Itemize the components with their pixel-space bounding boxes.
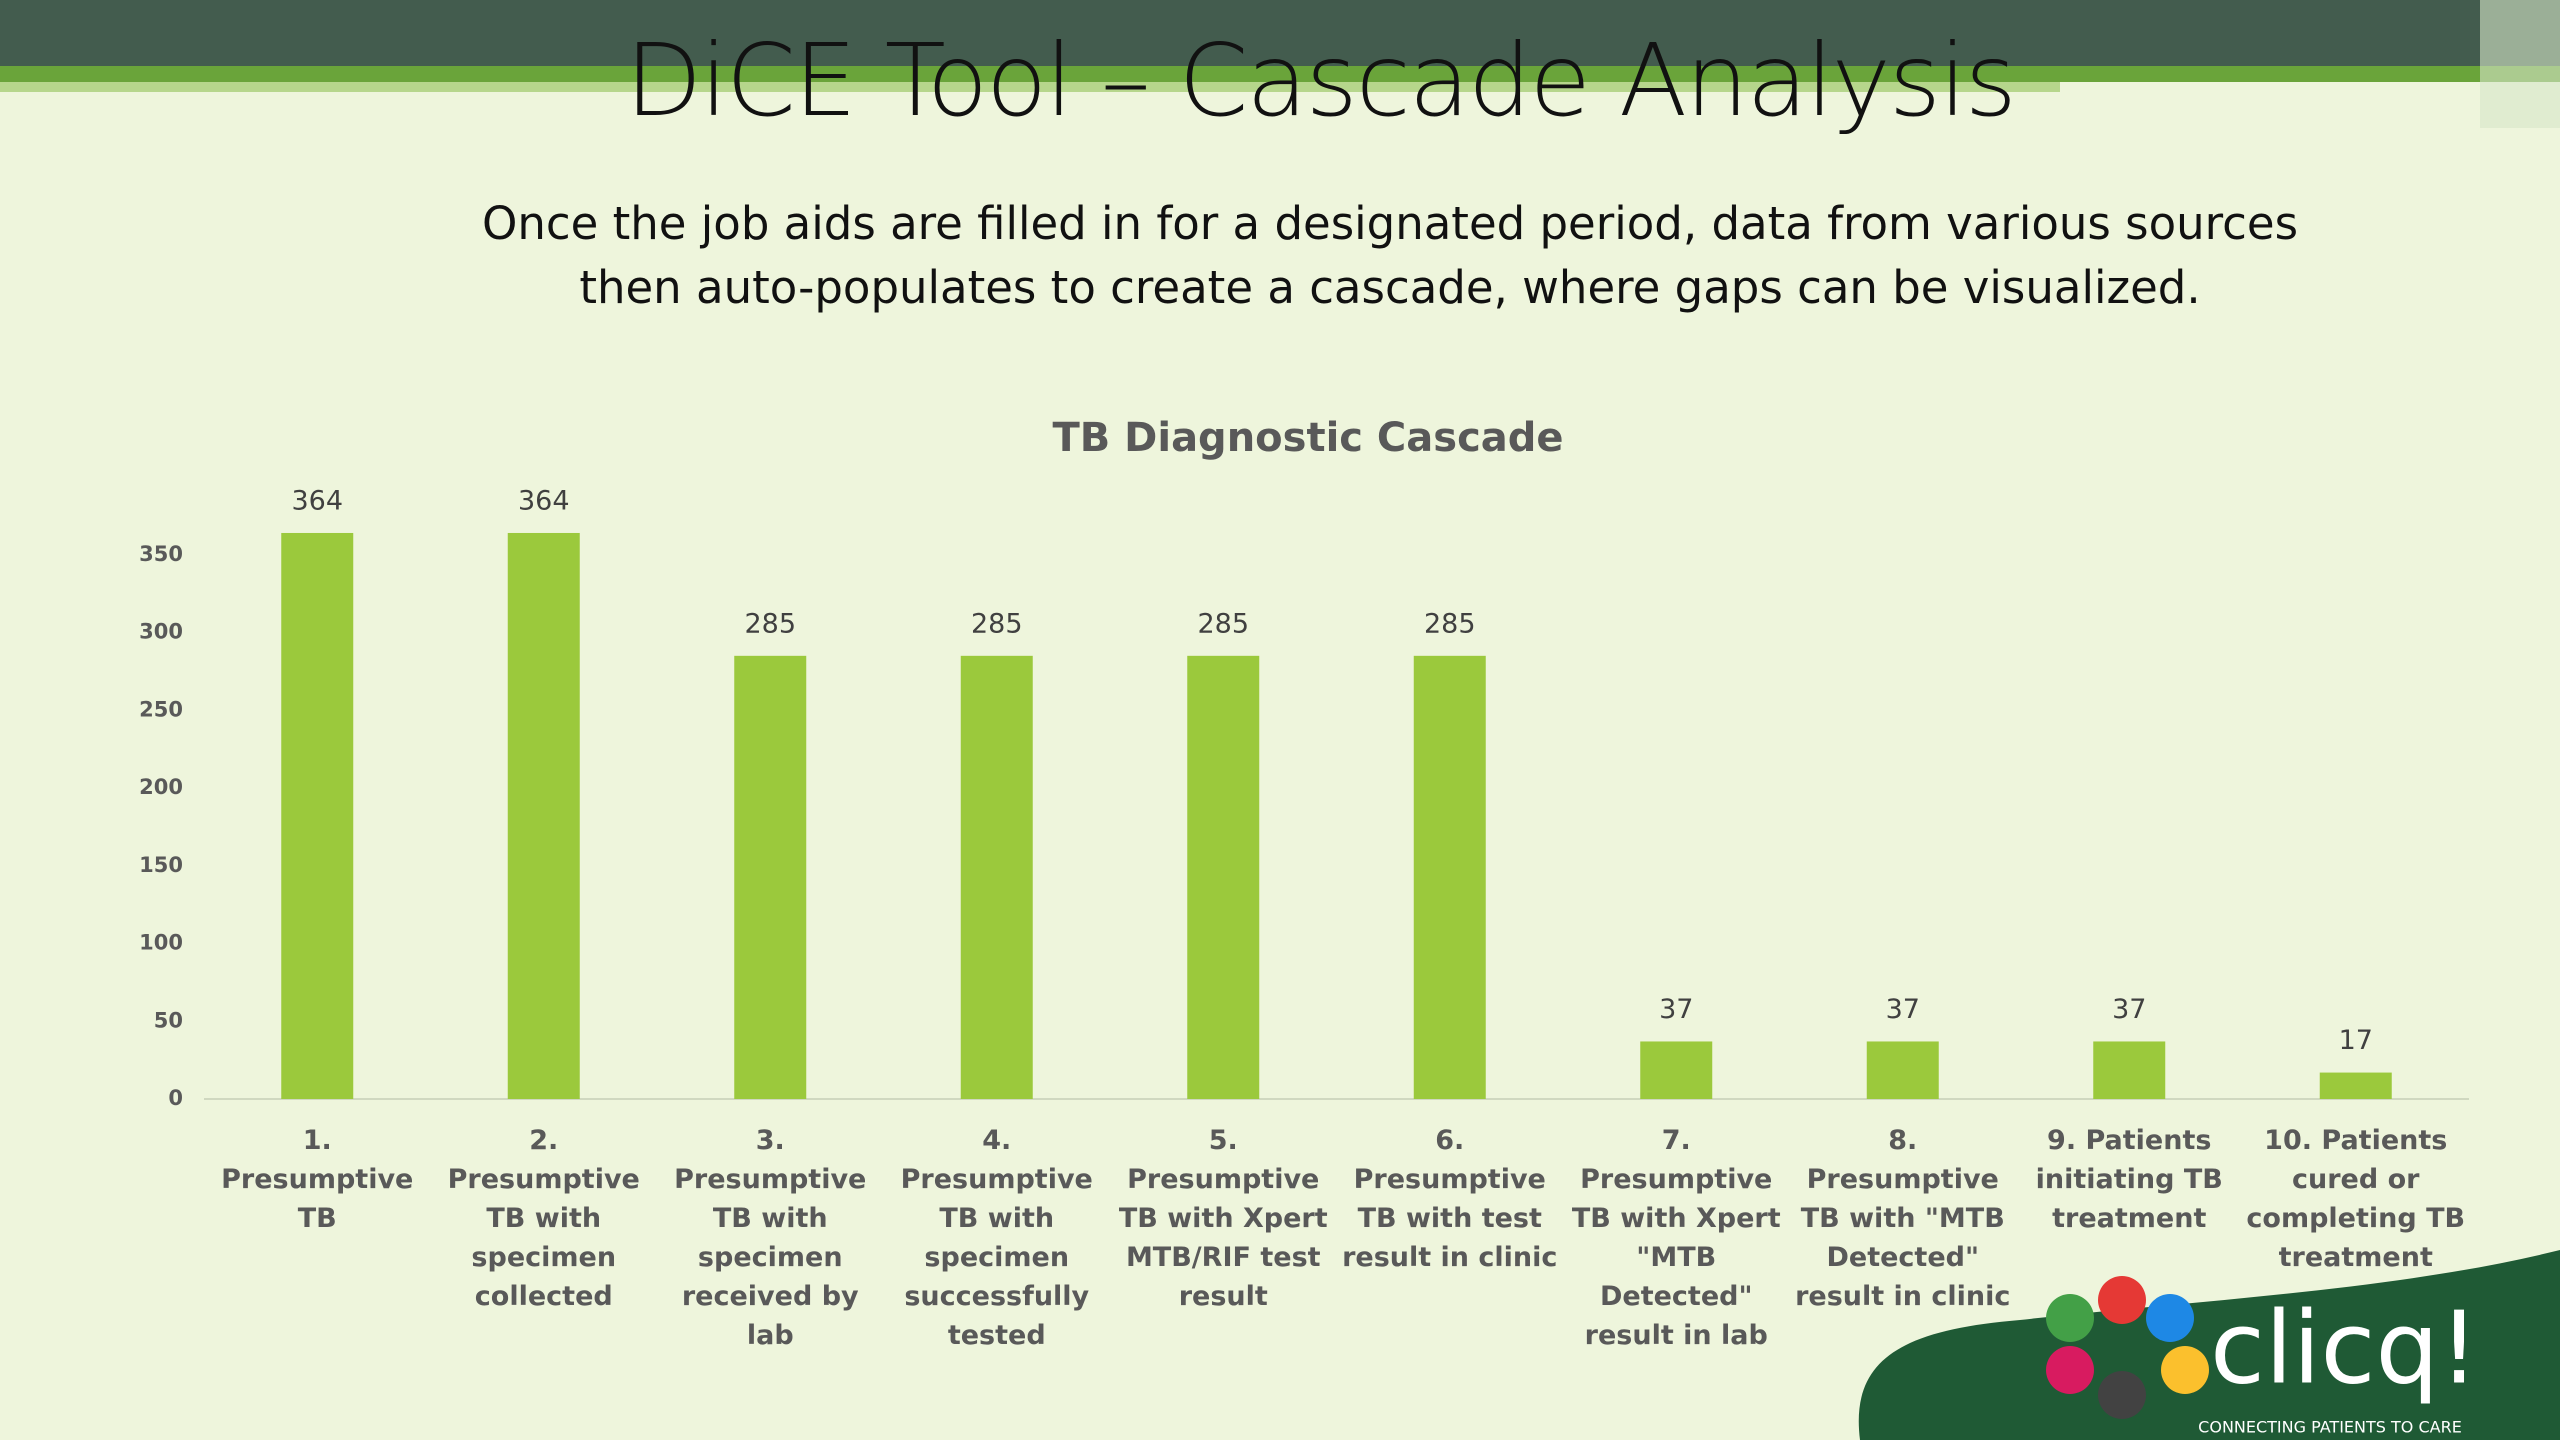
value-label: 37 — [1886, 994, 1920, 1025]
slide-title: DiCE Tool – Cascade Analysis — [625, 22, 2017, 139]
y-tick-label: 250 — [139, 697, 183, 721]
y-tick-label: 0 — [168, 1086, 183, 1110]
x-tick-label: 10. Patients cured or completing TB trea… — [2246, 1125, 2466, 1273]
banner-stripe — [0, 66, 2560, 82]
value-label: 285 — [1197, 608, 1249, 639]
y-tick-label: 50 — [154, 1008, 183, 1032]
bar — [2093, 1041, 2166, 1099]
bar — [507, 532, 580, 1099]
bar — [281, 532, 354, 1099]
value-label: 37 — [2112, 994, 2146, 1025]
x-tick-label: 2. Presumptive TB with specimen collecte… — [447, 1125, 640, 1312]
x-tick-label: 7. Presumptive TB with Xpert "MTB Detect… — [1571, 1125, 1781, 1351]
x-tick-label: 6. Presumptive TB with test result in cl… — [1342, 1125, 1558, 1273]
y-tick-label: 300 — [139, 620, 183, 644]
value-label: 285 — [971, 608, 1023, 639]
logo-icon — [2046, 1276, 2209, 1419]
y-tick-label: 100 — [139, 931, 183, 955]
y-tick-label: 150 — [139, 853, 183, 877]
x-tick-label: 3. Presumptive TB with specimen received… — [674, 1125, 867, 1351]
value-label: 285 — [1424, 608, 1476, 639]
bar — [1640, 1041, 1713, 1099]
y-tick-label: 350 — [139, 542, 183, 566]
value-label: 17 — [2339, 1025, 2373, 1056]
value-label: 37 — [1659, 994, 1693, 1025]
banner — [0, 0, 2560, 66]
value-label: 285 — [744, 608, 796, 639]
bar — [1187, 655, 1260, 1099]
value-label: 364 — [518, 485, 570, 516]
value-label: 364 — [291, 485, 343, 516]
slide-description: Once the job aids are filled in for a de… — [481, 197, 2299, 314]
y-tick-label: 200 — [139, 775, 183, 799]
bar — [960, 655, 1033, 1099]
logo-tagline: CONNECTING PATIENTS TO CARE — [2198, 1418, 2462, 1437]
x-tick-label: 5. Presumptive TB with Xpert MTB/RIF tes… — [1118, 1125, 1328, 1312]
logo-name: clicq! — [2210, 1289, 2479, 1406]
x-tick-label: 4. Presumptive TB with specimen successf… — [900, 1125, 1093, 1351]
x-tick-label: 9. Patients initiating TB treatment — [2035, 1125, 2223, 1234]
banner-edge — [2480, 0, 2560, 128]
x-tick-label: 1. Presumptive TB — [221, 1125, 414, 1234]
bar — [1413, 655, 1486, 1099]
bar — [2319, 1072, 2392, 1099]
bar — [1866, 1041, 1939, 1099]
x-tick-label: 8. Presumptive TB with "MTB Detected" re… — [1795, 1125, 2011, 1312]
logo-swoosh — [1858, 1250, 2560, 1440]
bar — [734, 655, 807, 1099]
banner-stripe — [0, 82, 2060, 92]
chart-title: TB Diagnostic Cascade — [1052, 415, 1563, 461]
